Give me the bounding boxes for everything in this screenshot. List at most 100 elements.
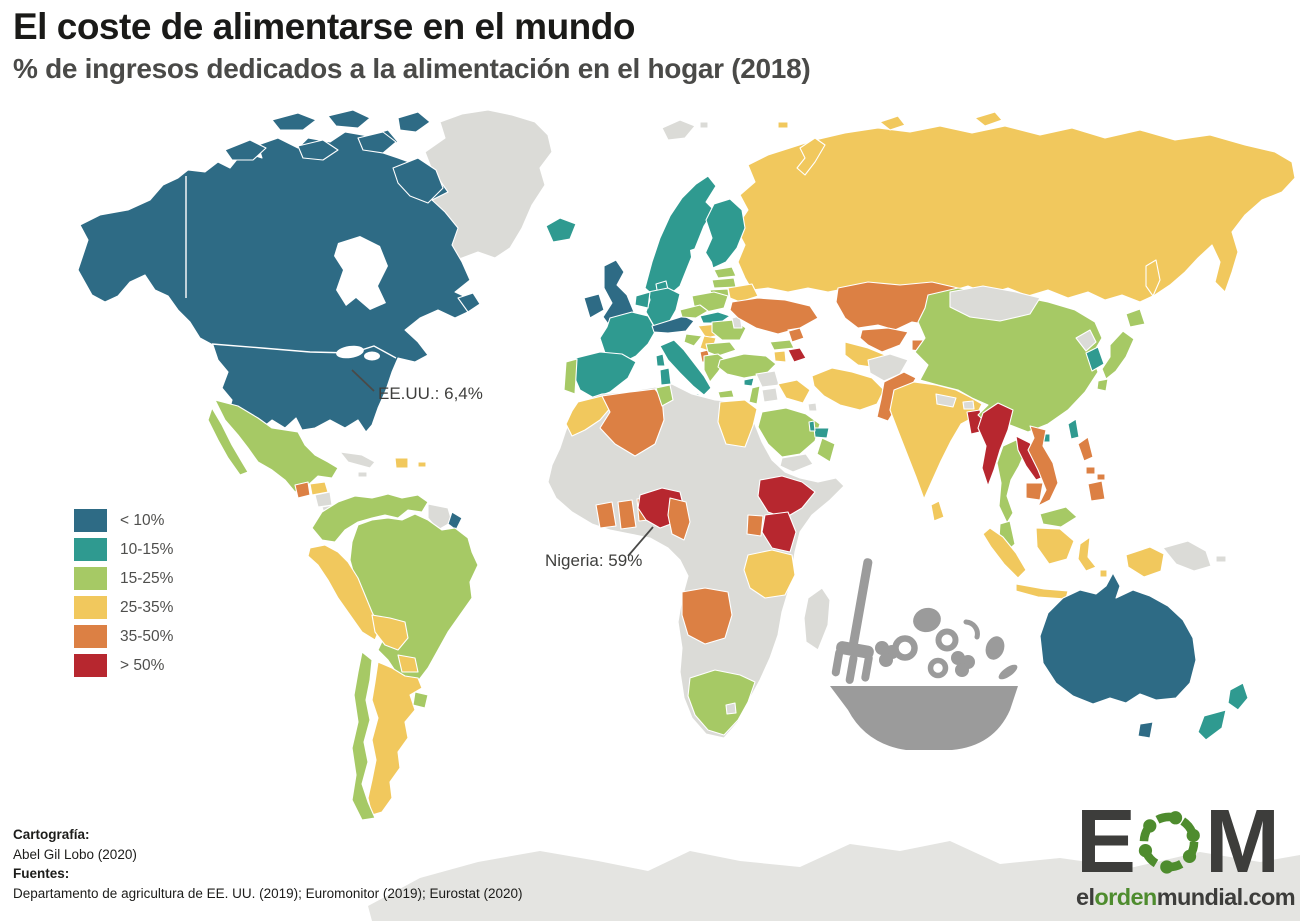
country-south-africa: [687, 669, 756, 736]
legend-row: 10-15%: [74, 538, 173, 561]
eom-logo-letters: E M: [1076, 791, 1294, 892]
logo-domain-rest: mundial.com: [1156, 884, 1296, 910]
country-india: [889, 381, 983, 500]
country-corsica: [655, 353, 666, 367]
salad-bowl-icon: [830, 558, 1018, 750]
country-czechia: [679, 304, 709, 319]
country-bulgaria: [705, 341, 737, 357]
country-lebanon-israel: [748, 385, 761, 405]
country-angola: [681, 587, 733, 645]
country-cuba: [339, 451, 376, 469]
country-azerbaijan: [787, 347, 807, 363]
country-chile: [351, 651, 376, 821]
country-paraguay: [397, 654, 419, 673]
country-finland: [703, 198, 746, 269]
country-papua-new-guinea: [1162, 540, 1227, 572]
sources-value: Departamento de agricultura de EE. UU. (…: [13, 885, 523, 901]
country-cambodia: [1025, 482, 1044, 501]
legend-swatch-15-25: [74, 567, 107, 590]
legend-row: 35-50%: [74, 625, 173, 648]
country-ghana: [617, 499, 637, 530]
legend-swatch-35-50: [74, 625, 107, 648]
country-north-korea: [1075, 329, 1097, 352]
country-uganda: [746, 514, 764, 537]
country-mongolia: [949, 285, 1041, 322]
us-leader-line: [351, 369, 375, 392]
legend-swatch-10-15: [74, 538, 107, 561]
legend-swatch-25-35: [74, 596, 107, 619]
annotation-nigeria: Nigeria: 59%: [545, 551, 643, 570]
legend-label: < 10%: [120, 511, 165, 529]
legend-label: 10-15%: [120, 540, 174, 558]
country-argentina: [367, 661, 423, 816]
us-canada-border: [211, 343, 397, 359]
country-newfoundland: [457, 292, 481, 313]
country-south-korea: [1085, 346, 1105, 372]
country-iran: [811, 367, 885, 411]
country-slovakia: [699, 311, 731, 324]
country-russia-arctic-islands: [777, 111, 1003, 176]
hudson-bay: [334, 236, 388, 310]
country-syria: [755, 370, 780, 388]
legend-label: 15-25%: [120, 569, 174, 587]
country-mexico: [207, 399, 339, 493]
cartography-label: Cartografía:: [13, 827, 90, 842]
country-lesotho: [725, 702, 737, 715]
country-ireland: [583, 293, 605, 319]
country-oman: [816, 437, 836, 463]
country-france: [599, 311, 657, 365]
legend: < 10% 10-15% 15-25% 25-35% 35-50% > 50%: [74, 509, 173, 683]
country-svalbard: [661, 119, 709, 141]
baltic-sea: [690, 246, 716, 290]
country-switzerland-austria: [651, 315, 695, 334]
country-sri-lanka: [930, 500, 945, 522]
country-new-zealand: [1197, 682, 1249, 741]
country-cyprus: [743, 377, 755, 387]
country-nicaragua: [314, 491, 333, 508]
legend-label: 25-35%: [120, 598, 174, 616]
page-subtitle: % de ingresos dedicados a la alimentació…: [13, 52, 811, 84]
country-portugal: [563, 358, 578, 395]
broccoli-icon: [875, 641, 975, 677]
cartography-value: Abel Gil Lobo (2020): [13, 846, 137, 862]
country-china: [914, 287, 1103, 433]
country-benelux: [634, 291, 651, 309]
country-tanzania: [743, 549, 796, 599]
country-sakhalin: [1145, 259, 1161, 297]
header: El coste de alimentarse en el mundo % de…: [13, 6, 811, 85]
country-italy: [659, 339, 712, 396]
country-cote-divoire: [595, 501, 617, 529]
country-iceland: [545, 217, 577, 243]
annotation-usa: EE.UU.: 6,4%: [378, 384, 483, 403]
great-lakes-2: [364, 351, 380, 361]
country-georgia: [769, 339, 795, 351]
eom-logo: E M elordenmundial.com: [1076, 791, 1296, 911]
country-armenia: [773, 350, 787, 363]
country-bolivia: [371, 614, 409, 651]
country-crete: [717, 389, 735, 399]
country-vietnam: [1027, 425, 1059, 507]
legend-swatch-gt50: [74, 654, 107, 677]
nigeria-leader-line: [627, 526, 654, 557]
country-guyana-suriname: [427, 503, 453, 531]
country-tunisia: [655, 384, 674, 407]
country-ukraine: [729, 297, 819, 343]
country-bhutan: [962, 400, 975, 410]
country-ethiopia: [757, 475, 816, 519]
country-kenya: [761, 511, 797, 553]
country-japan: [1096, 308, 1146, 392]
country-guatemala: [294, 481, 311, 499]
logo-o-dotted-circle-icon: [1138, 811, 1200, 874]
country-madagascar: [803, 587, 831, 651]
country-puerto-rico: [417, 461, 427, 468]
logo-domain-orden: orden: [1094, 884, 1157, 910]
country-australia: [1039, 572, 1197, 739]
country-myanmar: [977, 402, 1014, 487]
country-qatar: [808, 420, 816, 432]
logo-letter-m: M: [1205, 791, 1280, 892]
country-croatia: [683, 333, 703, 347]
page-title: El coste de alimentarse en el mundo: [13, 6, 635, 47]
country-antarctica: [368, 841, 1300, 921]
country-canadian-arctic: [224, 109, 444, 204]
